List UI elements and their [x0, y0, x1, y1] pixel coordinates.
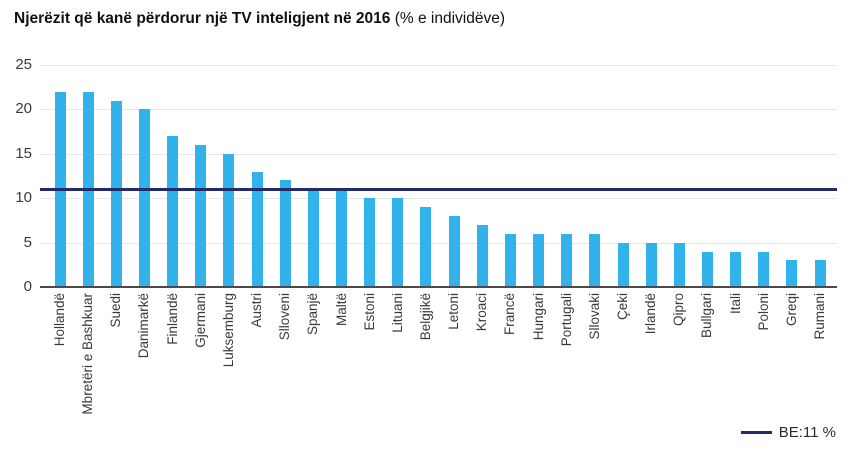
x-axis-label-Danimarkë: Danimarkë [136, 293, 152, 359]
x-axis-label-Rumani: Rumani [812, 293, 827, 340]
x-axis-label-Hollandë: Hollandë [52, 293, 67, 347]
bar-Estoni [364, 198, 376, 287]
x-axis-label-Bullgari: Bullgari [699, 293, 715, 339]
gridline-20 [40, 109, 837, 110]
legend-label: BE:11 % [778, 424, 836, 441]
legend: BE:11 % [740, 424, 836, 441]
x-axis-label-Portugali: Portugali [558, 293, 574, 347]
bar-Sllovaki [589, 233, 601, 287]
bar-Rumani [814, 260, 826, 287]
x-axis-label-Francë: Francë [502, 293, 518, 336]
x-axis-label-Maltë: Maltë [333, 293, 349, 327]
bar-Irlandë [645, 242, 657, 287]
x-axis-label-Austri: Austri [249, 293, 264, 328]
bar-Belgjikë [420, 207, 432, 287]
x-axis-label-Qipro: Qipro [671, 293, 687, 327]
x-axis-label-Mbretëri e Bashkuar: Mbretëri e Bashkuar [80, 293, 96, 415]
x-axis-label-Çeki: Çeki [615, 293, 630, 321]
x-axis-label-Poloni: Poloni [755, 293, 771, 331]
y-axis-tick-25: 25 [15, 56, 32, 73]
bar-Suedi [110, 100, 122, 287]
x-axis-label-Suedi: Suedi [108, 293, 124, 328]
bar-Bullgari [701, 251, 713, 287]
y-axis-tick-0: 0 [23, 278, 32, 295]
y-axis-tick-5: 5 [23, 234, 32, 251]
chart-title-main: Njerëzit që kanë përdorur një TV intelig… [14, 10, 391, 27]
x-axis-label-Sllovaki: Sllovaki [586, 293, 602, 340]
reference-line-be-average [40, 188, 837, 191]
bar-Kroaci [476, 224, 488, 287]
bar-Austri [251, 171, 263, 287]
bar-Slloveni [279, 180, 291, 287]
gridline-15 [40, 154, 837, 155]
gridline-10 [40, 198, 837, 199]
y-axis-tick-15: 15 [15, 145, 32, 162]
bar-Itali [730, 251, 742, 287]
x-axis-line [40, 286, 837, 288]
x-axis-label-Slloveni: Slloveni [277, 293, 293, 341]
y-axis-tick-10: 10 [15, 189, 32, 206]
x-axis-label-Kroaci: Kroaci [474, 293, 490, 332]
x-axis-label-Belgjikë: Belgjikë [417, 293, 433, 341]
bar-Luksemburg [223, 153, 235, 287]
bar-Letoni [448, 216, 460, 287]
x-axis-label-Greqi: Greqi [783, 293, 799, 327]
bar-Çeki [617, 242, 629, 287]
bar-Greqi [786, 260, 798, 287]
chart-title-unit: (% e individëve) [390, 10, 505, 27]
gridline-25 [40, 65, 837, 66]
bar-Spanjë [307, 189, 319, 287]
bar-Danimarkë [138, 109, 150, 287]
bar-Hungari [533, 233, 544, 287]
legend-reference-line-swatch [740, 431, 772, 434]
x-axis-label-Hungari: Hungari [530, 293, 546, 341]
chart-title: Njerëzit që kanë përdorur një TV intelig… [14, 10, 505, 28]
x-axis-label-Gjermani: Gjermani [192, 293, 208, 348]
x-axis-label-Letoni: Letoni [446, 293, 462, 330]
x-axis-label-Finlandë: Finlandë [164, 293, 180, 345]
bar-Maltë [336, 189, 347, 287]
x-axis-label-Estoni: Estoni [361, 293, 377, 331]
bar-Francë [504, 233, 516, 287]
bar-Gjermani [195, 144, 207, 287]
bar-Portugali [561, 233, 573, 287]
y-axis-tick-20: 20 [15, 100, 32, 117]
x-axis-label-Spanjë: Spanjë [305, 293, 321, 336]
x-axis-label-Luksemburg: Luksemburg [220, 293, 236, 368]
x-axis-label-Irlandë: Irlandë [643, 293, 659, 335]
x-axis-label-Itali: Itali [727, 293, 743, 315]
bar-Finlandë [167, 136, 179, 287]
bar-Lituani [392, 198, 404, 287]
x-axis-label-Lituani: Lituani [389, 293, 405, 333]
gridline-5 [40, 243, 837, 244]
bar-Qipro [673, 242, 685, 287]
bar-Poloni [758, 251, 770, 287]
